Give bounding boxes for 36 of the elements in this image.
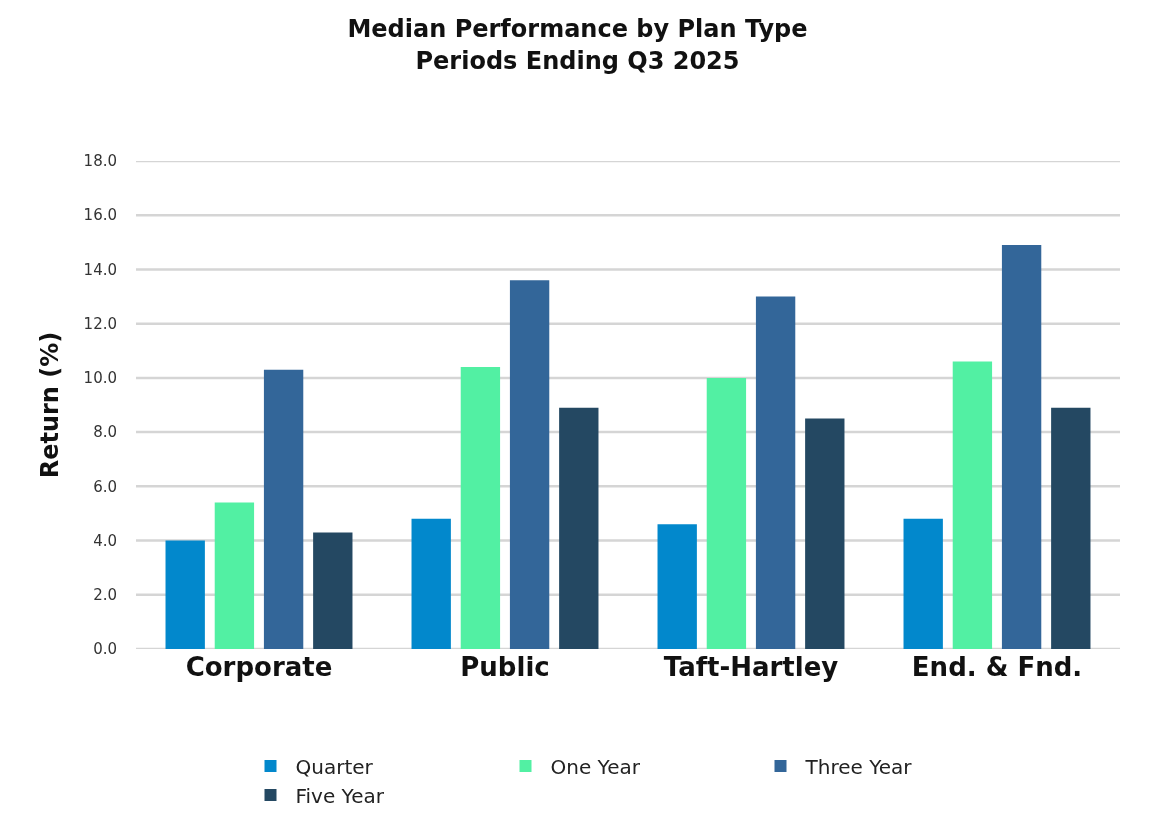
bar <box>903 518 943 649</box>
bar <box>509 280 550 649</box>
y-tick-label: 12.0 <box>83 314 117 333</box>
chart-title: Median Performance by Plan Type Periods Ending Q3 2025 <box>347 15 808 75</box>
y-tick-label: 14.0 <box>83 260 117 279</box>
bar <box>313 532 353 649</box>
y-tick-label: 10.0 <box>83 369 117 388</box>
x-tick-label: Taft-Hartley <box>663 652 839 682</box>
bar <box>263 369 304 649</box>
bar <box>755 296 796 649</box>
bar <box>460 367 501 649</box>
legend-label: Five Year <box>295 783 385 808</box>
bar <box>214 502 255 649</box>
x-tick-label: Corporate <box>185 652 333 682</box>
bar <box>411 518 451 649</box>
bar <box>657 524 697 649</box>
y-tick-label: 2.0 <box>93 586 117 605</box>
bar <box>1001 245 1042 649</box>
bar <box>706 377 747 649</box>
y-tick-label: 0.0 <box>93 640 117 659</box>
bar <box>559 407 599 649</box>
x-tick-label: Public <box>460 652 550 682</box>
y-tick-label: 18.0 <box>83 152 117 171</box>
x-tick-label: End. & Fnd. <box>911 652 1083 682</box>
legend-label: One Year <box>550 754 641 779</box>
y-tick-label: 8.0 <box>93 423 117 442</box>
y-tick-label: 4.0 <box>93 531 117 550</box>
bar <box>805 418 845 649</box>
legend-label: Quarter <box>295 754 374 779</box>
legend-label: Three Year <box>804 754 913 779</box>
y-tick-label: 6.0 <box>93 477 117 496</box>
bar <box>952 361 993 649</box>
bar <box>1051 407 1091 649</box>
bar <box>165 540 205 649</box>
y-axis-title: Return (%) <box>35 331 64 479</box>
y-tick-label: 16.0 <box>83 206 117 225</box>
